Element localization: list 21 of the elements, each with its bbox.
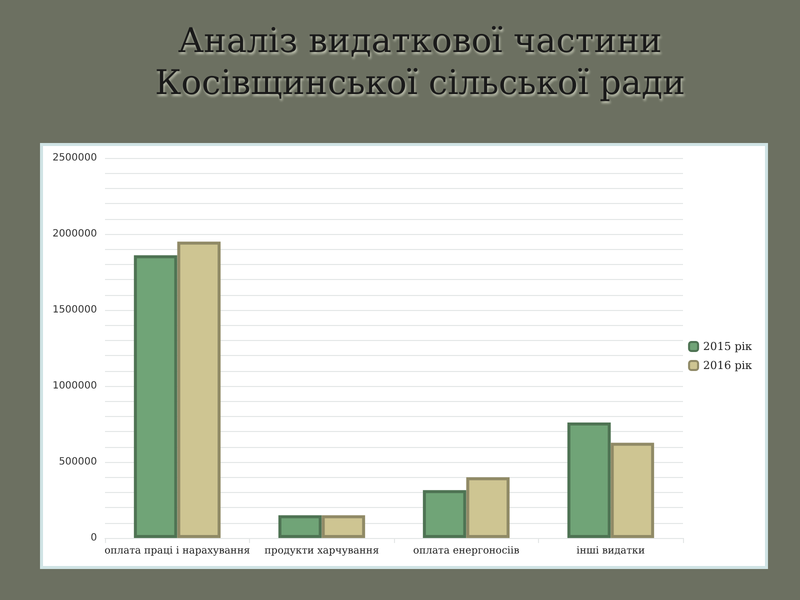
bar	[610, 442, 654, 538]
x-tick-label: оплата праці і нарахування	[104, 546, 250, 556]
x-tick-label: оплата енергоносіів	[413, 546, 520, 556]
y-tick-label: 1500000	[52, 304, 97, 316]
bar	[134, 255, 178, 538]
y-tick-label: 2000000	[52, 228, 97, 240]
y-tick-label: 1000000	[52, 380, 97, 392]
legend-label: 2015 рік	[703, 340, 752, 353]
y-tick-label: 0	[90, 532, 97, 544]
bar	[422, 490, 466, 538]
bar	[177, 242, 221, 538]
y-tick-label: 2500000	[52, 152, 97, 164]
x-tick-label: інші видатки	[576, 546, 646, 556]
bar	[278, 515, 322, 538]
bar	[466, 477, 510, 538]
legend-label: 2016 рік	[703, 359, 752, 372]
x-tick-label: продукти харчування	[264, 546, 379, 556]
y-tick-label: 500000	[58, 456, 97, 468]
bar	[322, 515, 366, 538]
bar	[567, 422, 611, 538]
chart-title: Аналіз видаткової частини Косівщинської сільської ради	[154, 20, 686, 104]
